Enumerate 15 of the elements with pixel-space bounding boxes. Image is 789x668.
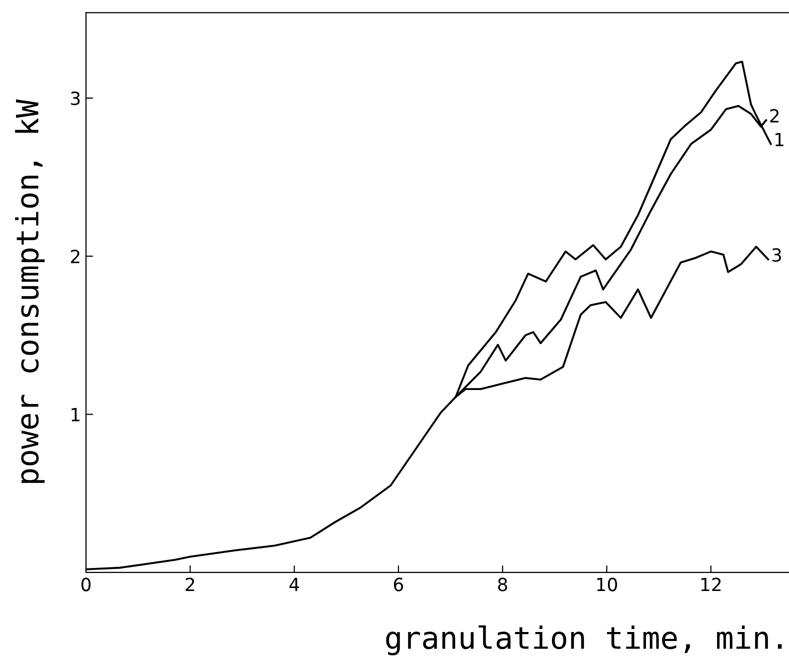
series-label: 3 [772,248,781,262]
y-tick-label: 2 [70,250,80,264]
x-tick-label: 2 [186,578,194,592]
y-axis-title: power consumption, kW [15,99,45,483]
series-label: 1 [776,132,784,146]
y-tick-label: 1 [72,408,80,422]
x-tick-label: 12 [701,578,721,592]
x-tick-label: 10 [597,578,618,592]
x-tick-label: 0 [81,578,91,592]
x-tick-label: 6 [394,578,404,592]
y-tick-label: 3 [71,92,80,106]
series-label: 2 [770,109,779,122]
x-tick-label: 4 [289,578,300,592]
x-axis-title: granulation time, min. [386,625,782,656]
x-tick-label: 8 [498,578,508,592]
